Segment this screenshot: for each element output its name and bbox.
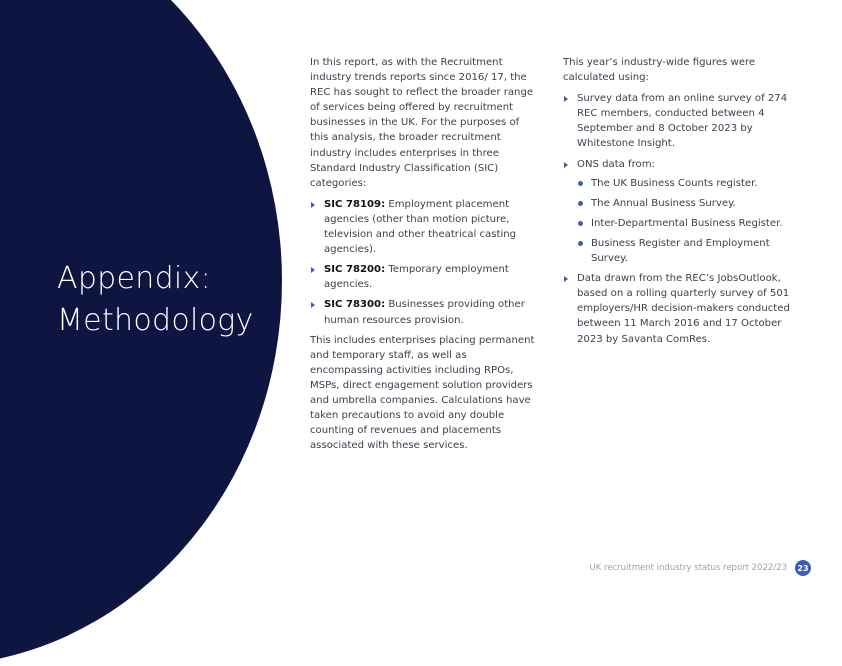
- sic-list: SIC 78109: Employment placement agencies…: [310, 197, 538, 328]
- left-intro-paragraph: In this report, as with the Recruitment …: [310, 55, 538, 191]
- left-closing-paragraph: This includes enterprises placing perman…: [310, 333, 538, 454]
- ons-sublist: The UK Business Counts register. The Ann…: [577, 176, 797, 266]
- triangle-arrow-icon: [311, 202, 315, 208]
- list-item: ONS data from: The UK Business Counts re…: [563, 157, 797, 267]
- dot-icon: [578, 241, 583, 246]
- sic-code: SIC 78300:: [324, 299, 385, 310]
- right-column: This year’s industry-wide figures were c…: [563, 55, 797, 352]
- triangle-arrow-icon: [564, 276, 568, 282]
- list-item: The Annual Business Survey.: [577, 196, 797, 211]
- right-intro-paragraph: This year’s industry-wide figures were c…: [563, 55, 797, 85]
- list-item: SIC 78300: Businesses providing other hu…: [310, 297, 538, 327]
- list-item: The UK Business Counts register.: [577, 176, 797, 191]
- page-number-badge: 23: [795, 560, 811, 576]
- ons-source-text: Inter-Departmental Business Register.: [591, 218, 783, 229]
- footer-report-title: UK recruitment industry status report 20…: [589, 563, 787, 573]
- sources-list: Survey data from an online survey of 274…: [563, 91, 797, 346]
- list-item: SIC 78200: Temporary employment agencies…: [310, 262, 538, 292]
- list-item: SIC 78109: Employment placement agencies…: [310, 197, 538, 257]
- page-footer: UK recruitment industry status report 20…: [589, 560, 811, 576]
- source-text: ONS data from:: [577, 159, 655, 170]
- dot-icon: [578, 181, 583, 186]
- list-item: Data drawn from the REC’s JobsOutlook, b…: [563, 271, 797, 346]
- triangle-arrow-icon: [311, 302, 315, 308]
- ons-source-text: The Annual Business Survey.: [591, 198, 736, 209]
- triangle-arrow-icon: [564, 162, 568, 168]
- page-title-line-1: Appendix:: [57, 258, 254, 300]
- dot-icon: [578, 221, 583, 226]
- page-title: Appendix: Methodology: [57, 258, 254, 342]
- left-column: In this report, as with the Recruitment …: [310, 55, 538, 459]
- list-item: Survey data from an online survey of 274…: [563, 91, 797, 151]
- page-title-line-2: Methodology: [57, 300, 254, 342]
- list-item: Inter-Departmental Business Register.: [577, 216, 797, 231]
- list-item: Business Register and Employment Survey.: [577, 236, 797, 266]
- source-text: Survey data from an online survey of 274…: [577, 93, 787, 149]
- dot-icon: [578, 201, 583, 206]
- ons-source-text: Business Register and Employment Survey.: [591, 238, 770, 264]
- triangle-arrow-icon: [311, 267, 315, 273]
- sic-code: SIC 78109:: [324, 199, 385, 210]
- source-text: Data drawn from the REC’s JobsOutlook, b…: [577, 273, 790, 344]
- ons-source-text: The UK Business Counts register.: [591, 178, 758, 189]
- sic-code: SIC 78200:: [324, 264, 385, 275]
- triangle-arrow-icon: [564, 96, 568, 102]
